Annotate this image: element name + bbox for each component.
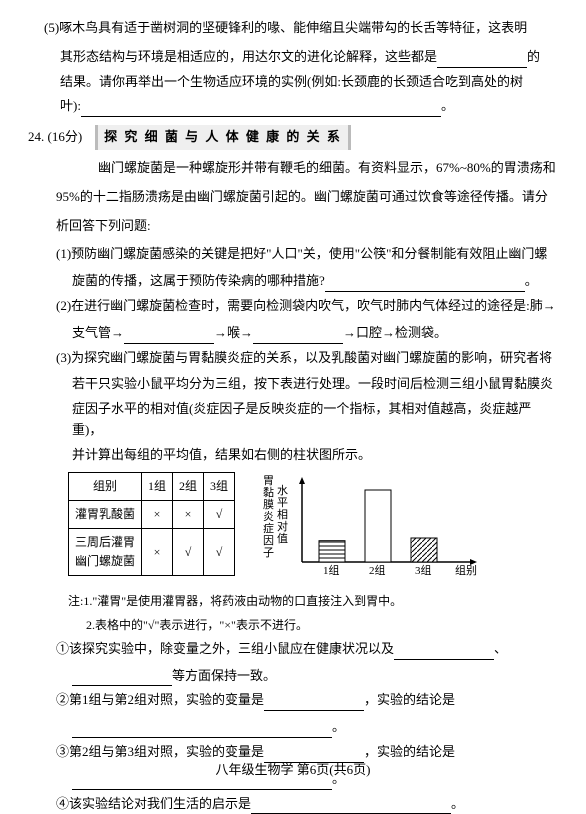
th-0: 组别 (69, 472, 142, 500)
s3-t1: 第2组与第3组对照，实验的变量是 (69, 744, 264, 759)
p3-label: (3) (56, 350, 71, 365)
p1-line2: 旋菌的传播，这属于预防传染病的哪种措施?。 (72, 271, 558, 292)
blank-p2-1[interactable] (124, 330, 214, 344)
blank-s4[interactable] (251, 800, 451, 814)
s1-t2: 等方面保持一致。 (172, 668, 276, 683)
c11: × (142, 500, 173, 528)
q24-title: 探 究 细 菌 与 人 体 健 康 的 关 系 (95, 125, 351, 150)
c21: × (142, 528, 173, 575)
s2-t2: ，实验的结论是 (364, 692, 455, 707)
r2h: 三周后灌胃 幽门螺旋菌 (69, 528, 142, 575)
blank-s2-2[interactable] (72, 724, 332, 738)
p1-label: (1) (56, 246, 71, 261)
svg-text:相: 相 (277, 508, 288, 521)
q5-label: (5) (44, 20, 59, 35)
s2-label: ② (56, 692, 69, 707)
p3-t3: 症因子水平的相对值(炎症因子是反映炎症的一个指标，其相对值越高，炎症越严重)， (72, 399, 558, 441)
r1h: 灌胃乳酸菌 (69, 500, 142, 528)
svg-text:平: 平 (277, 497, 288, 509)
q24-p2: (2)在进行幽门螺旋菌检查时，需要向检测袋内吹气，吹气时肺内气体经过的途径是:肺… (56, 296, 558, 317)
blank-s2-1[interactable] (264, 697, 364, 711)
q5-line1: (5)啄木鸟具有适于凿树洞的坚硬锋利的喙、能伸缩且尖端带勾的长舌等特征，这表明 (44, 18, 558, 39)
svg-text:水: 水 (277, 484, 288, 497)
sub4: ④该实验结论对我们生活的启示是。 (56, 794, 558, 814)
p2-t1: 在进行幽门螺旋菌检查时，需要向检测袋内吹气，吹气时肺内气体经过的途径是:肺→ (71, 298, 556, 313)
q5-l2a: 其形态结构与环境是相适应的，用达尔文的进化论解释，这些都是 (60, 49, 437, 64)
q5-line4: 叶):。 (60, 96, 558, 117)
q5-l4: 叶): (60, 98, 81, 113)
p1-t1: 预防幽门螺旋菌感染的关键是把好"人口"关，使用"公筷"和分餐制能有效阻止幽门螺 (71, 246, 547, 261)
th-2: 2组 (173, 472, 204, 500)
p1-t2: 旋菌的传播，这属于预防传染病的哪种措施? (72, 273, 325, 288)
q24-intro2: 95%的十二指肠溃疡是由幽门螺旋菌引起的。幽门螺旋菌可通过饮食等途径传播。请分 (56, 187, 558, 208)
q5-l2b: 的 (527, 49, 540, 64)
p2-t2b: →喉→ (214, 325, 253, 340)
p3-t4: 并计算出每组的平均值，结果如右侧的柱状图所示。 (72, 445, 558, 466)
xl3: 3组 (415, 563, 432, 577)
svg-text:膜: 膜 (263, 498, 274, 511)
svg-text:黏: 黏 (263, 485, 274, 499)
blank-s1-2[interactable] (72, 672, 172, 686)
note2: 2.表格中的"√"表示进行，"×"表示不进行。 (86, 616, 558, 635)
blank-s1-1[interactable] (394, 646, 494, 660)
th-1: 1组 (142, 472, 173, 500)
sub2: ②第1组与第2组对照，实验的变量是 ，实验的结论是 (56, 690, 558, 711)
p3-t2: 若干只实验小鼠平均分为三组，按下表进行处理。一段时间后检测三组小鼠胃黏膜炎 (72, 374, 558, 395)
p3-t1: 为探究幽门螺旋菌与胃黏膜炎症的关系，以及乳酸菌对幽门螺旋菌的影响，研究者将 (71, 350, 552, 365)
s2-t1: 第1组与第2组对照，实验的变量是 (69, 692, 264, 707)
p2-label: (2) (56, 298, 71, 313)
s1-label: ① (56, 641, 69, 656)
table-chart-row: 组别 1组 2组 3组 灌胃乳酸菌 × × √ 三周后灌胃 幽门螺旋菌 × √ … (68, 472, 558, 589)
sub1-line2: 等方面保持一致。 (72, 666, 558, 687)
q5-l3: 结果。请你再举出一个生物适应环境的实例(例如:长颈鹿的长颈适合吃到高处的树 (60, 74, 523, 89)
q24-points: (16分) (48, 129, 83, 144)
q5-line3: 结果。请你再举出一个生物适应环境的实例(例如:长颈鹿的长颈适合吃到高处的树 (60, 72, 558, 93)
c23: √ (204, 528, 235, 575)
s1-t1: 该探究实验中，除变量之外，三组小鼠应在健康状况以及 (69, 641, 394, 656)
q5-line2: 其形态结构与环境是相适应的，用达尔文的进化论解释，这些都是 的 (60, 47, 558, 68)
bar-chart: 胃 黏 膜 炎 症 因 子 水 平 相 对 值 1组 2组 3组 组别 (257, 472, 487, 589)
s3-label: ③ (56, 744, 69, 759)
p2-t2c: →口腔→检测袋。 (343, 325, 447, 340)
blank-q5-2[interactable] (81, 103, 441, 117)
s4-t1: 该实验结论对我们生活的启示是 (69, 796, 251, 811)
xl2: 2组 (369, 563, 386, 577)
th-3: 3组 (204, 472, 235, 500)
svg-text:值: 值 (277, 532, 288, 545)
q24-intro1: 幽门螺旋菌是一种螺旋形并带有鞭毛的细菌。有资料显示，67%~80%的胃溃疡和 (72, 158, 558, 179)
xlab: 组别 (455, 563, 477, 577)
sub2-line2: 。 (72, 717, 558, 738)
c12: × (173, 500, 204, 528)
s3-t2: ，实验的结论是 (364, 744, 455, 759)
blank-p2-2[interactable] (253, 330, 343, 344)
c13: √ (204, 500, 235, 528)
p2-line2: 支气管→ →喉→ →口腔→检测袋。 (72, 323, 558, 344)
q24-p3: (3)为探究幽门螺旋菌与胃黏膜炎症的关系，以及乳酸菌对幽门螺旋菌的影响，研究者将 (56, 348, 558, 369)
s4-label: ④ (56, 796, 69, 811)
svg-text:炎: 炎 (263, 510, 274, 523)
q24-p1: (1)预防幽门螺旋菌感染的关键是把好"人口"关，使用"公筷"和分餐制能有效阻止幽… (56, 244, 558, 265)
q24-label: 24. (28, 127, 44, 148)
q24-header: 24. (16分) 探 究 细 菌 与 人 体 健 康 的 关 系 (28, 125, 558, 150)
exp-table: 组别 1组 2组 3组 灌胃乳酸菌 × × √ 三周后灌胃 幽门螺旋菌 × √ … (68, 472, 235, 577)
svg-text:子: 子 (263, 546, 274, 559)
xl1: 1组 (323, 563, 340, 577)
note1: 注:1."灌胃"是使用灌胃器，将药液由动物的口直接注入到胃中。 (68, 592, 558, 611)
r2b: 幽门螺旋菌 (75, 552, 135, 571)
p2-t2a: 支气管→ (72, 325, 124, 340)
blank-q5-1[interactable] (437, 54, 527, 68)
q24-intro3: 析回答下列问题: (56, 216, 558, 237)
blank-p1[interactable] (325, 278, 525, 292)
sub1: ①该探究实验中，除变量之外，三组小鼠应在健康状况以及、 (56, 639, 558, 660)
c22: √ (173, 528, 204, 575)
page-footer: 八年级生物学 第6页(共6页) (0, 760, 586, 781)
q5-l1: 啄木鸟具有适于凿树洞的坚硬锋利的喙、能伸缩且尖端带勾的长舌等特征，这表明 (59, 20, 527, 35)
r2a: 三周后灌胃 (75, 533, 135, 552)
svg-text:对: 对 (277, 519, 288, 533)
svg-text:症: 症 (263, 521, 274, 535)
svg-text:因: 因 (263, 534, 274, 547)
svg-text:胃: 胃 (263, 474, 274, 487)
